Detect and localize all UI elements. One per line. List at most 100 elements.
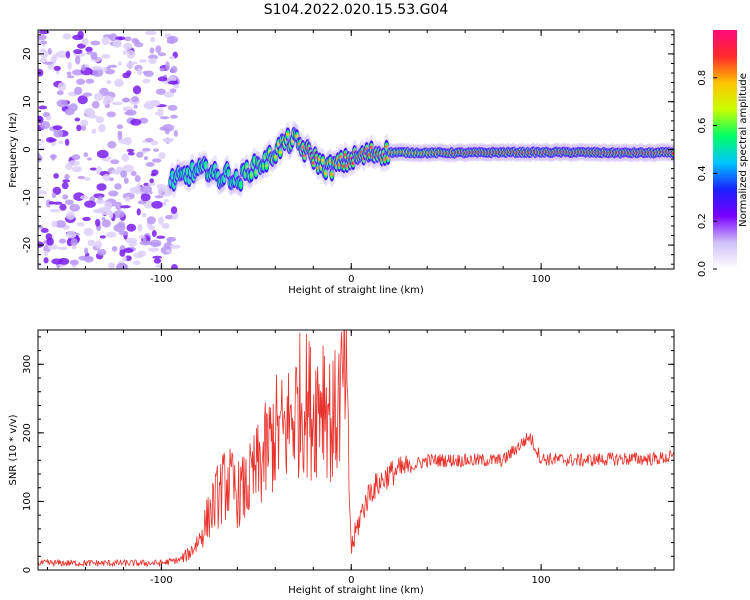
snr-series-line <box>38 330 674 568</box>
noise-blob <box>132 260 141 266</box>
noise-blob <box>139 240 152 246</box>
noise-blob <box>151 200 163 209</box>
noise-blob <box>64 173 70 180</box>
noise-blob <box>124 36 132 42</box>
ridge-core <box>330 172 334 177</box>
noise-blob <box>144 30 157 36</box>
noise-blob <box>153 258 162 264</box>
snr-y-axis-label: SNR (10 * v/v) <box>8 414 19 485</box>
noise-blob <box>91 100 100 109</box>
noise-blob <box>143 156 149 161</box>
noise-blob <box>51 220 58 228</box>
noise-blob <box>152 255 163 259</box>
noise-blob <box>101 219 111 228</box>
noise-blob <box>163 91 175 98</box>
figure-title: S104.2022.020.15.53.G04 <box>264 2 449 18</box>
noise-blob <box>108 190 119 197</box>
spectrogram-x-tick-label: 100 <box>532 274 551 285</box>
noise-blob <box>116 124 124 130</box>
colorbar: 0.0 0.2 0.4 0.6 0.8 Normalized spectral ampl… <box>697 30 749 277</box>
noise-blob <box>39 57 48 63</box>
noise-blob <box>84 247 89 255</box>
noise-blob <box>51 258 63 265</box>
noise-blob <box>144 137 154 142</box>
snr-panel: -100 0 100 0 100 200 300 Height of straight li… <box>8 329 675 596</box>
noise-blob <box>126 148 135 153</box>
noise-blob <box>147 247 160 252</box>
noise-blob <box>84 255 94 263</box>
noise-blob <box>137 200 147 205</box>
noise-blob <box>64 138 70 146</box>
colorbar-tick-label: 0.8 <box>697 70 708 86</box>
noise-blob <box>80 195 89 200</box>
noise-blob <box>104 201 113 211</box>
noise-blob <box>128 240 138 247</box>
ridge-core <box>190 164 194 169</box>
noise-blob <box>163 199 170 203</box>
noise-blob <box>150 101 161 107</box>
noise-blob <box>80 119 89 127</box>
noise-blob <box>159 67 166 72</box>
ridge-core <box>278 150 282 155</box>
noise-blob <box>155 45 162 54</box>
noise-blob <box>76 124 82 132</box>
noise-blob <box>76 78 86 85</box>
noise-blob <box>38 154 43 163</box>
noise-blob <box>45 116 52 121</box>
noise-blob <box>113 210 125 218</box>
snr-x-tick-label: 100 <box>532 575 551 586</box>
noise-blob <box>81 64 86 72</box>
noise-blob <box>82 92 93 97</box>
noise-blob <box>110 159 120 165</box>
noise-blob <box>156 235 166 239</box>
noise-blob <box>64 199 74 205</box>
noise-blob <box>169 114 178 119</box>
noise-blob <box>123 177 129 185</box>
noise-blob <box>87 114 98 119</box>
noise-blob <box>122 50 127 55</box>
noise-blob <box>122 263 129 269</box>
noise-blob <box>42 111 51 118</box>
noise-blob <box>38 142 42 147</box>
noise-blob <box>170 206 178 214</box>
noise-blob <box>66 71 72 76</box>
noise-blob <box>142 71 148 75</box>
ridge-core <box>234 173 238 178</box>
noise-blob <box>90 51 96 60</box>
noise-blob <box>73 49 83 55</box>
noise-blob <box>123 42 133 51</box>
ridge-core <box>204 163 208 168</box>
noise-blob <box>76 222 85 227</box>
snr-y-tick-label: 0 <box>22 567 33 573</box>
noise-blob <box>38 115 44 124</box>
noise-blob <box>91 128 97 135</box>
noise-blob <box>133 104 138 109</box>
noise-blob <box>61 181 69 190</box>
colorbar-ticks: 0.0 0.2 0.4 0.6 0.8 <box>697 70 717 277</box>
spectrogram-y-tick-label: -10 <box>22 189 33 205</box>
colorbar-tick-label: 0.6 <box>697 118 708 134</box>
noise-blob <box>48 138 57 142</box>
ridge-core <box>324 171 328 176</box>
noise-blob <box>161 223 170 229</box>
noise-blob <box>97 248 107 256</box>
noise-blob <box>118 138 129 144</box>
noise-blob <box>40 49 49 59</box>
noise-blob <box>46 199 51 208</box>
noise-blob <box>77 95 88 105</box>
noise-blob <box>65 50 71 59</box>
noise-blob <box>162 201 167 207</box>
noise-blob <box>101 54 111 59</box>
noise-blob <box>149 47 155 54</box>
noise-blob <box>56 99 68 108</box>
noise-blob <box>85 46 93 53</box>
noise-blob <box>127 151 135 156</box>
noise-blob <box>43 61 54 65</box>
noise-blob <box>96 149 109 159</box>
noise-blob <box>57 82 67 91</box>
noise-blob <box>90 40 101 46</box>
noise-blob <box>71 154 81 161</box>
noise-blob <box>136 151 144 158</box>
noise-blob <box>170 65 178 74</box>
